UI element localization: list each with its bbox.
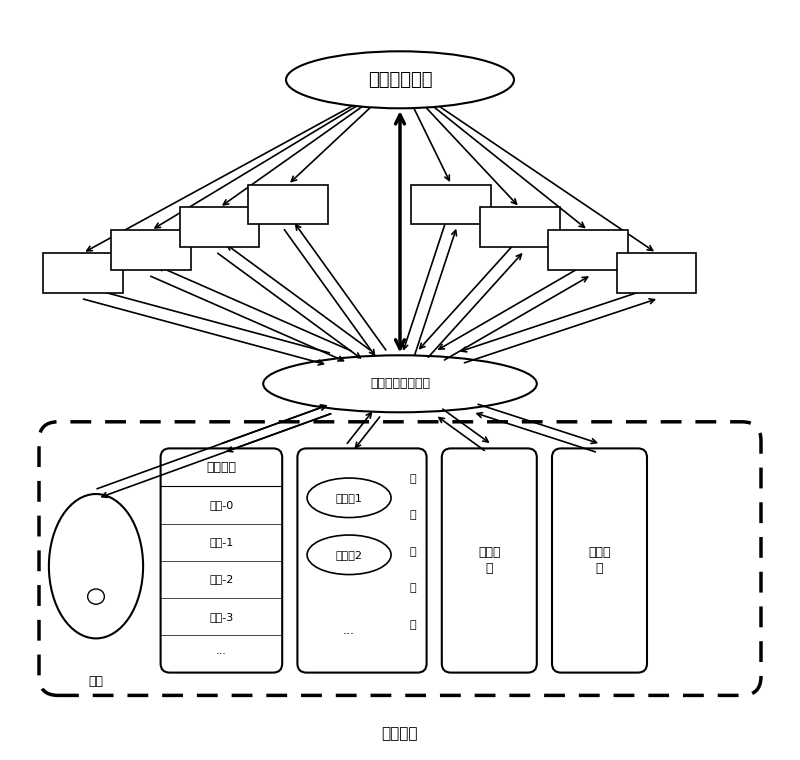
Text: 通道-0: 通道-0 bbox=[210, 500, 234, 510]
Text: 其他资
源: 其他资 源 bbox=[588, 546, 610, 575]
Bar bbox=[43, 253, 122, 293]
Text: 应用6: 应用6 bbox=[508, 220, 531, 234]
Ellipse shape bbox=[88, 589, 104, 604]
Text: 图形资
源: 图形资 源 bbox=[478, 546, 501, 575]
Text: 码: 码 bbox=[410, 510, 416, 521]
FancyBboxPatch shape bbox=[39, 422, 761, 695]
Text: 通道-1: 通道-1 bbox=[210, 537, 234, 547]
Ellipse shape bbox=[307, 478, 391, 518]
Text: ···: ··· bbox=[216, 649, 227, 659]
Bar bbox=[480, 207, 560, 247]
Bar bbox=[411, 185, 491, 224]
Bar bbox=[548, 230, 628, 270]
Bar bbox=[248, 185, 328, 224]
Text: 解码器1: 解码器1 bbox=[336, 492, 362, 503]
Bar bbox=[111, 230, 191, 270]
Text: 通道-3: 通道-3 bbox=[210, 612, 234, 622]
Text: 终端资源调度模块: 终端资源调度模块 bbox=[370, 377, 430, 391]
Text: 解码器2: 解码器2 bbox=[335, 549, 362, 560]
Ellipse shape bbox=[263, 355, 537, 412]
Text: 解复用器: 解复用器 bbox=[206, 461, 237, 474]
Text: 应用8: 应用8 bbox=[645, 266, 668, 280]
Text: 源: 源 bbox=[410, 619, 416, 630]
Bar bbox=[617, 253, 696, 293]
Text: 应用4: 应用4 bbox=[277, 198, 299, 211]
Text: 应用1: 应用1 bbox=[71, 266, 94, 280]
FancyBboxPatch shape bbox=[161, 448, 282, 673]
Text: 通道-2: 通道-2 bbox=[210, 575, 234, 584]
FancyBboxPatch shape bbox=[442, 448, 537, 673]
Text: 应用5: 应用5 bbox=[440, 198, 462, 211]
Text: 应用2: 应用2 bbox=[140, 243, 162, 257]
Text: 应用调度模块: 应用调度模块 bbox=[368, 71, 432, 89]
Text: ···: ··· bbox=[343, 628, 355, 641]
Text: 资: 资 bbox=[410, 583, 416, 594]
Ellipse shape bbox=[286, 52, 514, 108]
FancyBboxPatch shape bbox=[552, 448, 647, 673]
FancyBboxPatch shape bbox=[298, 448, 426, 673]
Text: 终端资源: 终端资源 bbox=[382, 726, 418, 741]
Text: 应用3: 应用3 bbox=[208, 220, 231, 234]
Bar bbox=[180, 207, 259, 247]
Text: 应用7: 应用7 bbox=[577, 243, 600, 257]
Text: 解: 解 bbox=[410, 473, 416, 484]
Ellipse shape bbox=[307, 535, 391, 575]
Text: 器: 器 bbox=[410, 546, 416, 557]
Ellipse shape bbox=[49, 494, 143, 638]
Text: 内存: 内存 bbox=[89, 675, 103, 689]
